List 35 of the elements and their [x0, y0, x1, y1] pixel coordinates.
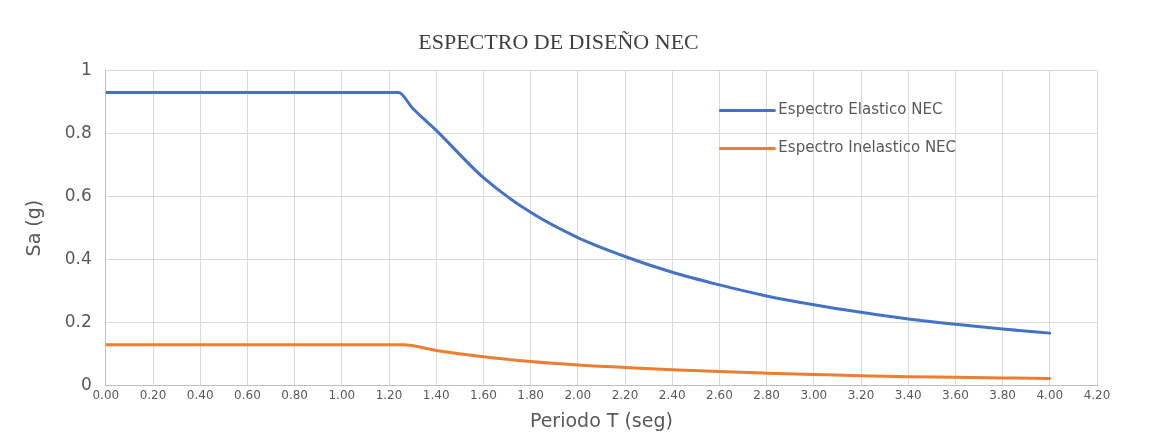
x-tick-label: 1.00 [328, 388, 356, 403]
line-series [105, 90, 1052, 335]
x-tick-label: 4.00 [1036, 388, 1064, 403]
x-tick-label: 2.40 [658, 388, 686, 403]
x-tick-label: 1.80 [517, 388, 544, 403]
y-tick-label: 0.8 [64, 121, 92, 142]
x-tick-label: 0.80 [281, 388, 308, 403]
x-tick-label: 2.00 [564, 388, 592, 403]
x-tick-label: 3.60 [942, 388, 969, 403]
line-series [105, 343, 1052, 381]
x-tick-label: 2.80 [753, 388, 780, 403]
y-axis-title: Sa (g) [22, 199, 45, 257]
legend-label: Espectro Inelastico NEC [778, 138, 957, 157]
y-tick-label: 1 [81, 58, 92, 79]
x-tick-label: 3.40 [894, 388, 922, 403]
x-tick-label: 3.20 [847, 388, 875, 403]
x-tick-label: 1.60 [470, 388, 497, 403]
x-tick-label: 2.60 [706, 388, 733, 403]
legend-label: Espectro Elastico NEC [778, 100, 943, 119]
x-tick-label: 0.00 [92, 388, 120, 403]
x-tick-label: 0.60 [234, 388, 261, 403]
x-tick-label: 3.00 [800, 388, 828, 403]
x-tick-label: 1.20 [375, 388, 403, 403]
y-tick-label: 0.6 [64, 184, 92, 205]
chart-title: ESPECTRO DE DISEÑO NEC [418, 28, 699, 54]
x-tick-label: 0.20 [139, 388, 167, 403]
y-tick-label: 0.2 [64, 311, 92, 332]
x-tick-label: 2.20 [611, 388, 639, 403]
x-tick-label: 0.40 [186, 388, 214, 403]
x-axis-title: Periodo T (seg) [529, 408, 673, 431]
x-tick-label: 4.20 [1083, 388, 1111, 403]
y-tick-label: 0 [81, 374, 92, 395]
x-tick-label: 1.40 [422, 388, 450, 403]
x-tick-label: 3.80 [989, 388, 1016, 403]
y-tick-label: 0.4 [64, 248, 92, 269]
